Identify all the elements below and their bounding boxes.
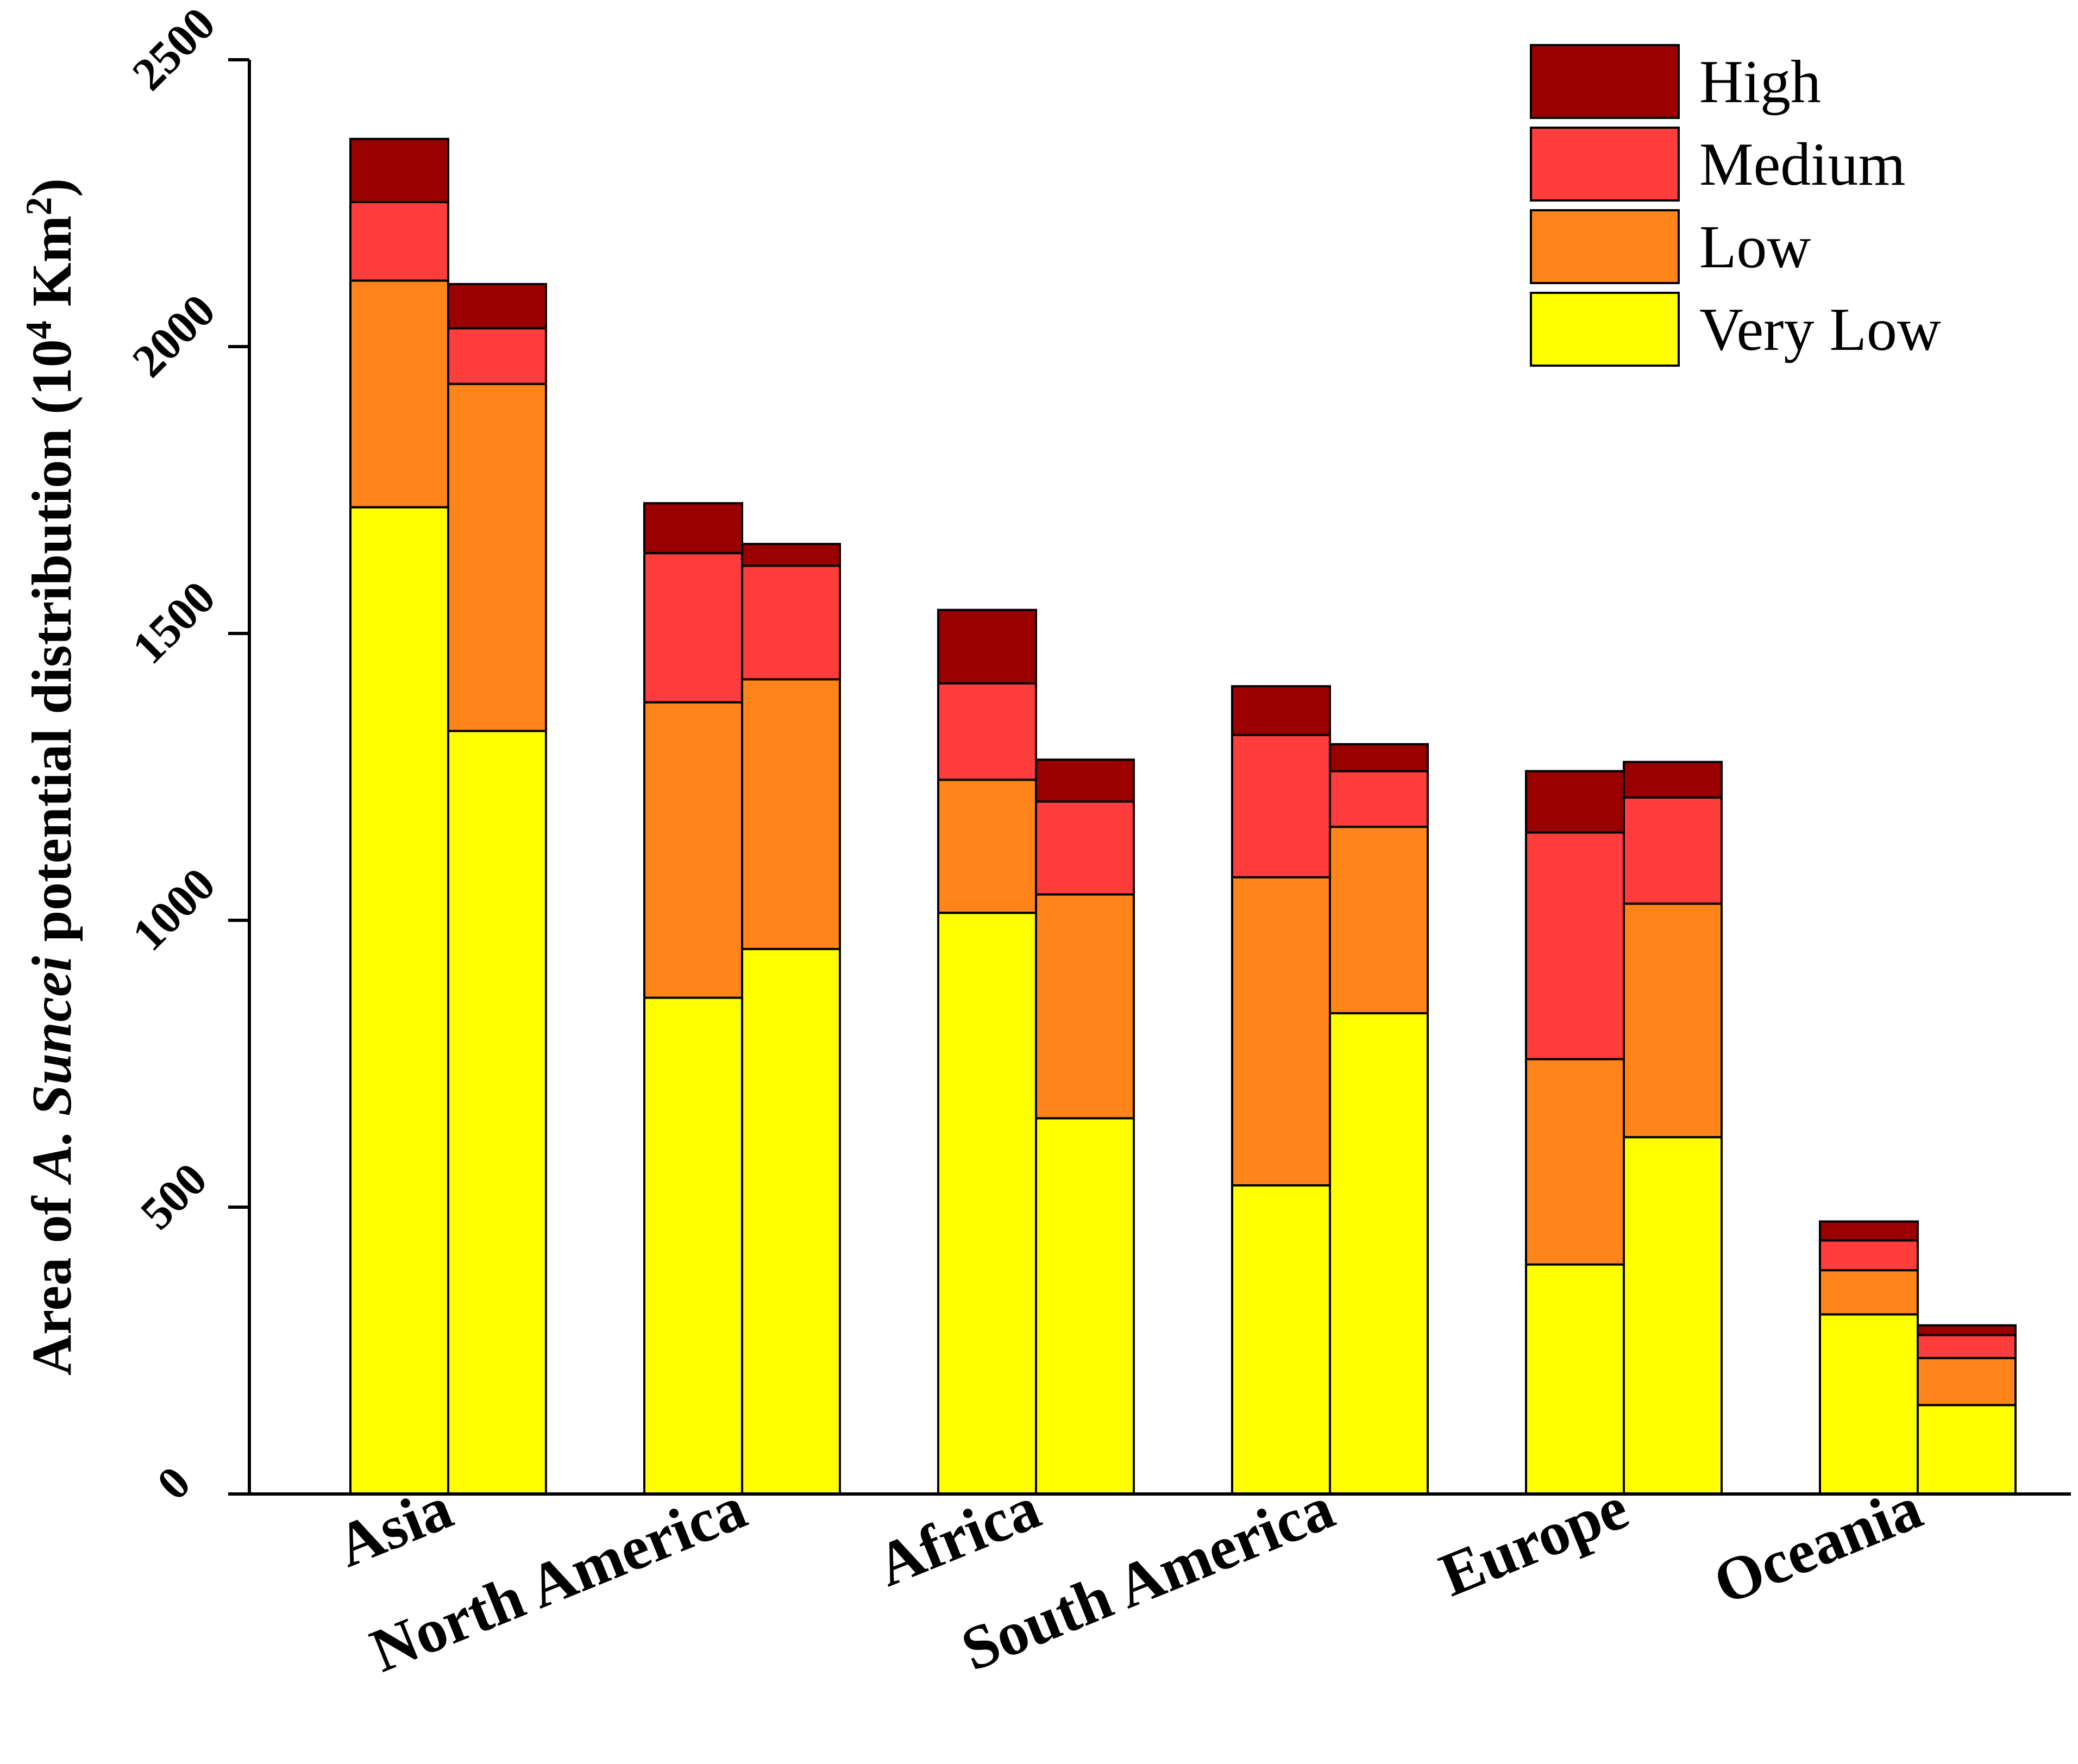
legend-label-very-low: Very Low bbox=[1699, 296, 1941, 363]
x-tick-label-asia: Asia bbox=[327, 1472, 461, 1580]
legend-swatch-very-low bbox=[1530, 292, 1680, 367]
bar-segment-oceania-2-medium bbox=[1917, 1334, 2017, 1359]
bar-segment-asia-2-very-low bbox=[447, 730, 547, 1495]
bar-segment-africa-1-very-low bbox=[937, 912, 1037, 1495]
bar-segment-north-america-1-low bbox=[643, 701, 743, 999]
bar-segment-north-america-2-high bbox=[741, 543, 841, 567]
bar-segment-asia-1-low bbox=[349, 279, 449, 509]
bar-segment-south-america-1-medium bbox=[1231, 733, 1331, 878]
bar-segment-asia-1-medium bbox=[349, 200, 449, 282]
bars-layer bbox=[349, 137, 2017, 1496]
bar-segment-south-america-1-low bbox=[1231, 876, 1331, 1187]
bar-segment-europe-1-medium bbox=[1525, 831, 1625, 1060]
bar-segment-europe-1-very-low bbox=[1525, 1263, 1625, 1496]
legend-swatch-low bbox=[1530, 209, 1680, 284]
bar-segment-south-america-1-high bbox=[1231, 685, 1331, 736]
legend-label-high: High bbox=[1699, 48, 1821, 116]
bar-segment-south-america-2-very-low bbox=[1329, 1012, 1429, 1495]
bar-segment-oceania-2-very-low bbox=[1917, 1404, 2017, 1496]
bar-segment-south-america-1-very-low bbox=[1231, 1184, 1331, 1496]
bar-segment-europe-1-low bbox=[1525, 1058, 1625, 1266]
bar-segment-asia-1-very-low bbox=[349, 506, 449, 1495]
bar-segment-south-america-2-high bbox=[1329, 743, 1429, 773]
bar-segment-africa-1-low bbox=[937, 779, 1037, 914]
bar-segment-europe-2-high bbox=[1623, 761, 1723, 799]
bar-segment-africa-2-low bbox=[1035, 893, 1135, 1120]
y-tick-label-0: 0 bbox=[147, 1456, 200, 1509]
bar-segment-africa-2-very-low bbox=[1035, 1117, 1135, 1496]
y-ticks-layer: 0 500 1000 1500 2000 2500 bbox=[122, 0, 249, 1510]
legend-label-medium: Medium bbox=[1699, 131, 1906, 198]
bar-segment-oceania-1-very-low bbox=[1819, 1313, 1919, 1495]
bar-segment-asia-2-medium bbox=[447, 327, 547, 385]
bar-segment-asia-1-high bbox=[349, 137, 449, 203]
bar-segment-africa-1-high bbox=[937, 608, 1037, 685]
bar-segment-europe-1-high bbox=[1525, 770, 1625, 834]
bar-segment-oceania-1-medium bbox=[1819, 1239, 1919, 1272]
bar-segment-north-america-2-medium bbox=[741, 564, 841, 681]
bar-segment-asia-2-high bbox=[447, 283, 547, 330]
y-tick-label-500: 500 bbox=[130, 1153, 217, 1239]
bar-segment-north-america-1-medium bbox=[643, 552, 743, 704]
y-tick-label-2000: 2000 bbox=[122, 284, 225, 387]
y-tick-label-1500: 1500 bbox=[122, 571, 225, 674]
bar-segment-europe-2-medium bbox=[1623, 796, 1723, 905]
bar-segment-north-america-1-high bbox=[643, 502, 743, 555]
bar-segment-south-america-2-medium bbox=[1329, 770, 1429, 828]
legend-swatch-high bbox=[1530, 44, 1680, 119]
y-tick-label-2500: 2500 bbox=[122, 0, 225, 100]
bar-segment-oceania-1-low bbox=[1819, 1269, 1919, 1316]
bar-segment-north-america-2-low bbox=[741, 678, 841, 950]
axes-layer bbox=[248, 60, 2071, 1496]
bar-segment-oceania-2-low bbox=[1917, 1357, 2017, 1407]
bar-segment-africa-2-medium bbox=[1035, 800, 1135, 896]
bar-segment-oceania-1-high bbox=[1819, 1220, 1919, 1242]
bar-segment-europe-2-very-low bbox=[1623, 1136, 1723, 1495]
bar-segment-asia-2-low bbox=[447, 382, 547, 732]
legend-label-low: Low bbox=[1699, 214, 1811, 281]
bar-segment-africa-1-medium bbox=[937, 682, 1037, 781]
legend: High Medium Low Very Low bbox=[1530, 44, 1941, 367]
bar-segment-south-america-2-low bbox=[1329, 825, 1429, 1015]
bar-segment-north-america-2-very-low bbox=[741, 947, 841, 1496]
bar-segment-north-america-1-very-low bbox=[643, 996, 743, 1496]
bar-segment-oceania-2-high bbox=[1917, 1324, 2017, 1336]
y-axis-label: Area of A. Suncei potential distribution… bbox=[18, 178, 83, 1376]
bar-segment-europe-2-low bbox=[1623, 902, 1723, 1139]
legend-swatch-medium bbox=[1530, 127, 1680, 202]
bar-segment-africa-2-high bbox=[1035, 758, 1135, 803]
y-tick-label-1000: 1000 bbox=[122, 858, 225, 961]
